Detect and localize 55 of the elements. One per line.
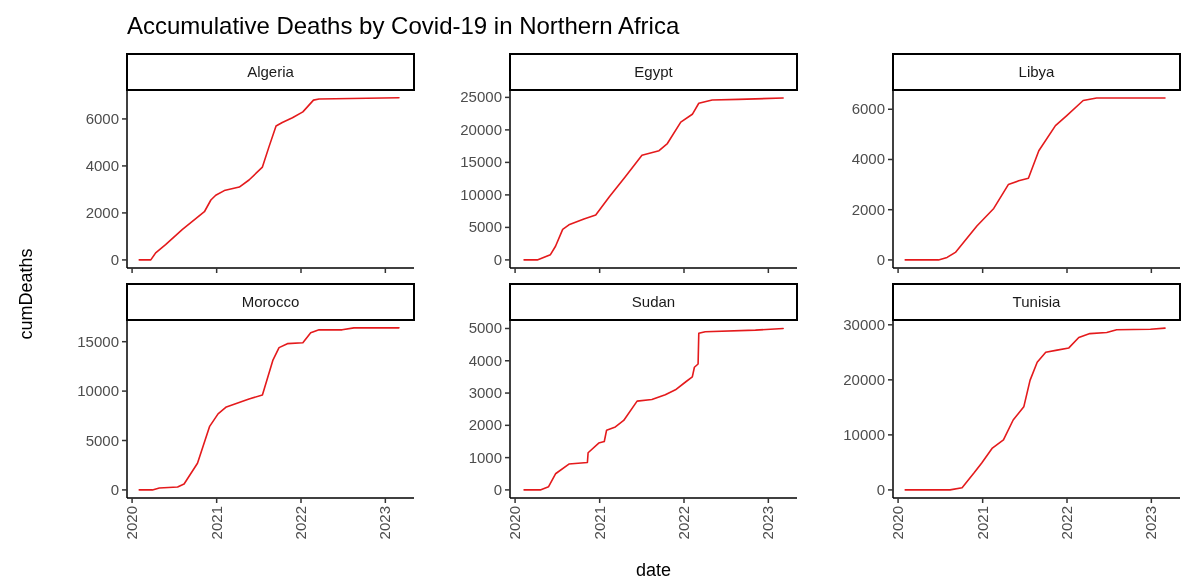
- chart-title: Sudan: [631, 293, 676, 310]
- line-series: [904, 97, 1166, 261]
- x-tick-label: 2023: [759, 506, 777, 540]
- x-tick-label: 2021: [590, 506, 608, 540]
- y-tick-label: 20000: [843, 370, 885, 388]
- x-tick-label: 2020: [123, 506, 141, 540]
- x-tick-label: 2021: [973, 506, 991, 540]
- y-tick-label: 15000: [77, 332, 119, 350]
- y-tick-label: 15000: [460, 153, 502, 171]
- line-series: [904, 327, 1166, 491]
- x-tick-label: 2022: [292, 506, 309, 540]
- chart-title: Algeria: [247, 63, 295, 80]
- chart-title: Morocco: [241, 293, 300, 310]
- y-tick-label: 3000: [468, 384, 502, 402]
- y-tick-label: 6000: [851, 100, 885, 118]
- y-tick-label: 2000: [85, 203, 119, 221]
- line-series: [523, 97, 784, 261]
- x-tick-label: 2023: [1142, 506, 1160, 540]
- y-tick-label: 6000: [85, 109, 119, 127]
- y-tick-label: 4000: [851, 150, 885, 168]
- chart-title: Tunisia: [1012, 293, 1062, 310]
- chart-title: Libya: [1018, 63, 1056, 80]
- y-tick-label: 4000: [468, 351, 502, 369]
- x-axis-title: date: [635, 560, 672, 580]
- y-tick-label: 20000: [460, 120, 502, 138]
- x-tick-label: 2022: [675, 506, 692, 540]
- line-series: [523, 327, 784, 491]
- y-tick-label: 10000: [77, 382, 119, 400]
- x-tick-label: 2020: [889, 506, 907, 540]
- x-tick-label: 2022: [1058, 506, 1075, 540]
- y-tick-label: 0: [493, 480, 502, 498]
- y-tick-label: 0: [110, 250, 119, 268]
- y-tick-label: 0: [110, 480, 119, 498]
- y-tick-label: 10000: [460, 185, 502, 203]
- text: Accumulative Deaths by Covid-19 in Northern Africa: [127, 12, 680, 39]
- y-tick-label: 30000: [843, 315, 885, 333]
- y-tick-label: 0: [876, 480, 885, 498]
- y-tick-label: 5000: [468, 319, 502, 337]
- y-tick-label: 10000: [843, 425, 885, 443]
- y-tick-label: 25000: [460, 88, 502, 106]
- y-tick-label: 2000: [851, 200, 885, 218]
- y-tick-label: 4000: [85, 156, 119, 174]
- y-axis-title: cumDeaths: [16, 248, 36, 340]
- y-tick-label: 2000: [468, 416, 502, 434]
- y-tick-label: 5000: [85, 431, 119, 449]
- y-tick-label: 0: [876, 250, 885, 268]
- y-tick-label: 5000: [468, 218, 502, 236]
- x-tick-label: 2023: [376, 506, 394, 540]
- x-tick-label: 2021: [207, 506, 225, 540]
- y-tick-label: 1000: [468, 448, 502, 466]
- line-series: [138, 327, 400, 491]
- line-series: [138, 96, 400, 261]
- x-tick-label: 2020: [506, 506, 524, 540]
- y-tick-label: 0: [493, 250, 502, 268]
- chart-title: Egypt: [634, 63, 674, 80]
